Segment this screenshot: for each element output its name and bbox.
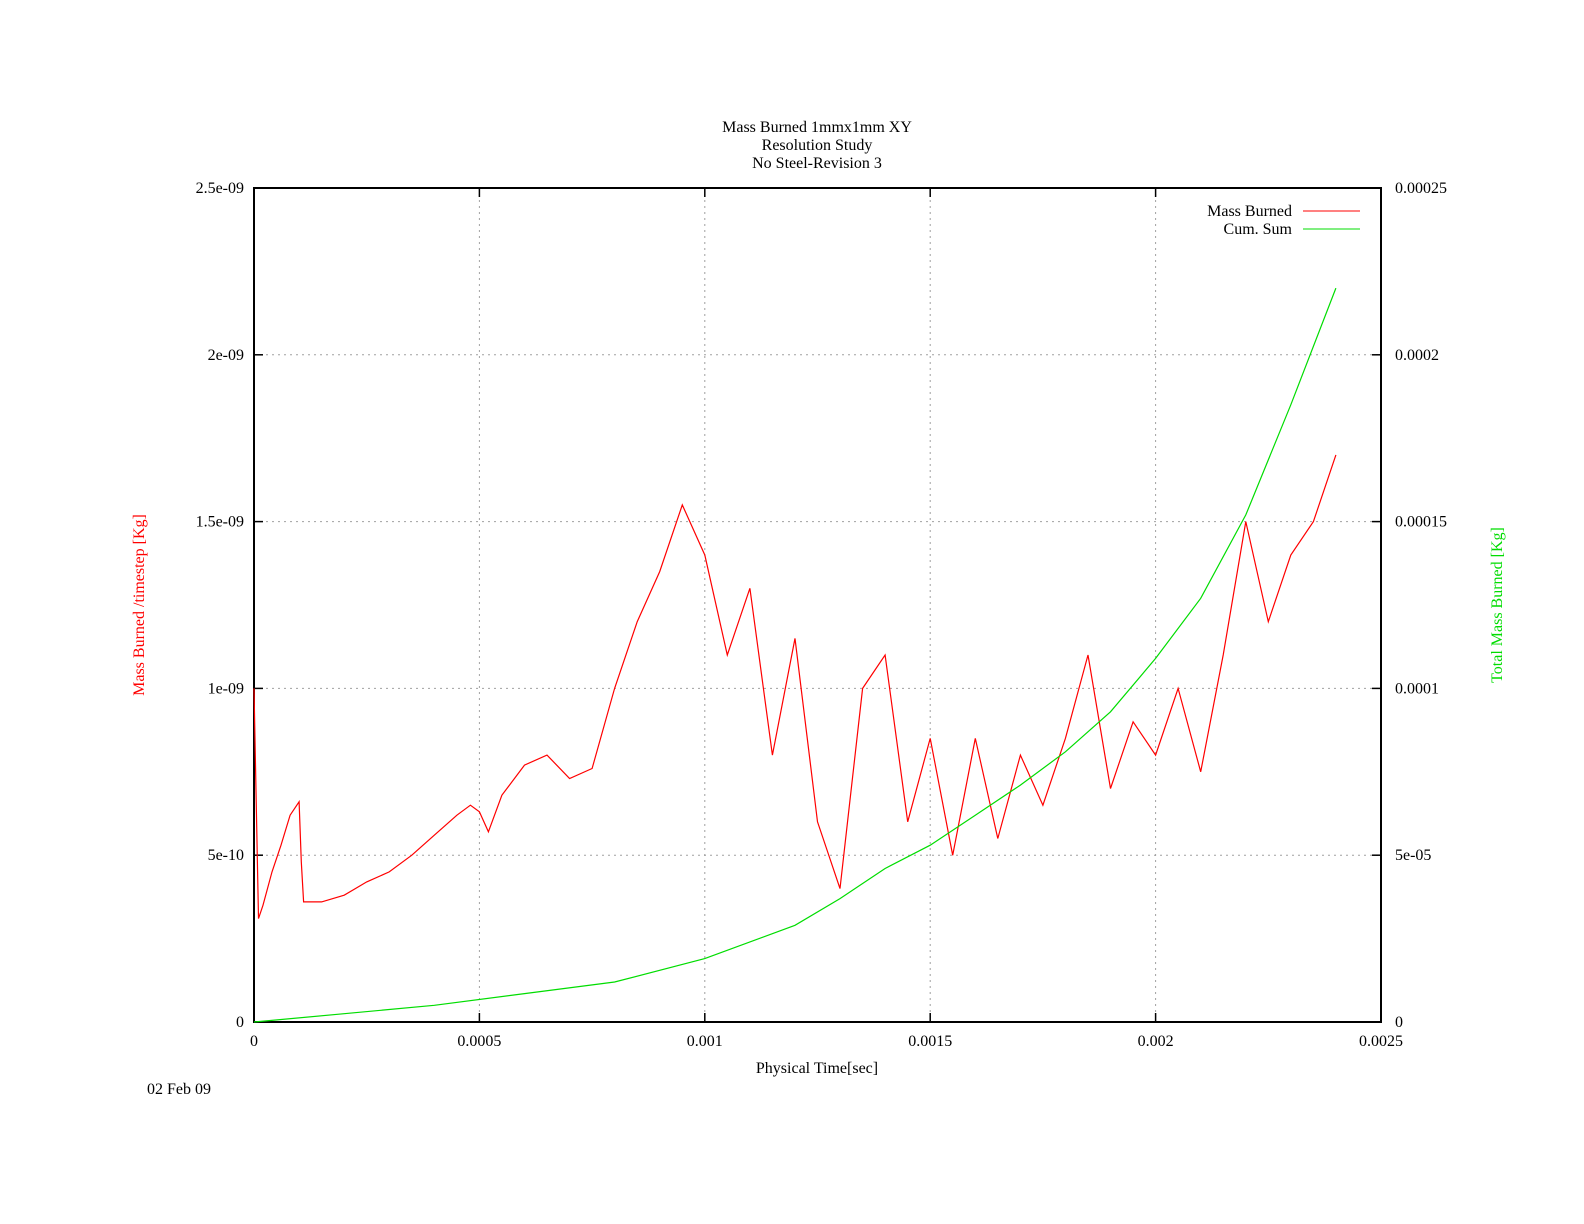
y2-tick-label: 0.00025 bbox=[1395, 180, 1447, 197]
y-tick-label: 1e-09 bbox=[208, 680, 244, 697]
ticks bbox=[253, 187, 1382, 1023]
chart-title-line-3: No Steel-Revision 3 bbox=[752, 155, 882, 172]
y2-tick-label: 0.00015 bbox=[1395, 514, 1447, 531]
series-line-mass-burned bbox=[253, 454, 1337, 919]
footer-date: 02 Feb 09 bbox=[147, 1081, 211, 1098]
x-tick-label: 0.001 bbox=[687, 1033, 723, 1050]
y-tick-label: 2.5e-09 bbox=[196, 180, 244, 197]
gridlines bbox=[254, 188, 1381, 1022]
series-line-cum-sum bbox=[253, 287, 1337, 1023]
y-tick-label: 1.5e-09 bbox=[196, 514, 244, 531]
x-tick-label: 0.002 bbox=[1138, 1033, 1174, 1050]
x-tick-label: 0.0025 bbox=[1359, 1033, 1403, 1050]
x-tick-label: 0.0005 bbox=[457, 1033, 501, 1050]
legend-label-cum-sum: Cum. Sum bbox=[1224, 221, 1293, 238]
chart-title-line-1: Mass Burned 1mmx1mm XY bbox=[722, 119, 912, 136]
y-tick-label: 5e-10 bbox=[208, 847, 244, 864]
x-axis-label: Physical Time[sec] bbox=[756, 1060, 878, 1077]
y2-tick-label: 0 bbox=[1395, 1014, 1403, 1031]
x-tick-label: 0.0015 bbox=[908, 1033, 952, 1050]
y2-tick-label: 0.0002 bbox=[1395, 347, 1439, 364]
x-tick-label: 0 bbox=[250, 1033, 258, 1050]
series-lines bbox=[253, 287, 1337, 1023]
plot-frame bbox=[253, 187, 1382, 1023]
y-tick-label: 0 bbox=[236, 1014, 244, 1031]
y-axis-label: Mass Burned /timestep [Kg] bbox=[131, 514, 148, 696]
y2-axis-label: Total Mass Burned [Kg] bbox=[1489, 527, 1506, 683]
y2-tick-label: 5e-05 bbox=[1395, 847, 1431, 864]
legend-label-mass-burned: Mass Burned bbox=[1207, 203, 1292, 220]
y-tick-label: 2e-09 bbox=[208, 347, 244, 364]
y2-tick-label: 0.0001 bbox=[1395, 680, 1439, 697]
chart-title-line-2: Resolution Study bbox=[762, 137, 873, 154]
legend: Mass Burned Cum. Sum bbox=[1207, 203, 1360, 238]
